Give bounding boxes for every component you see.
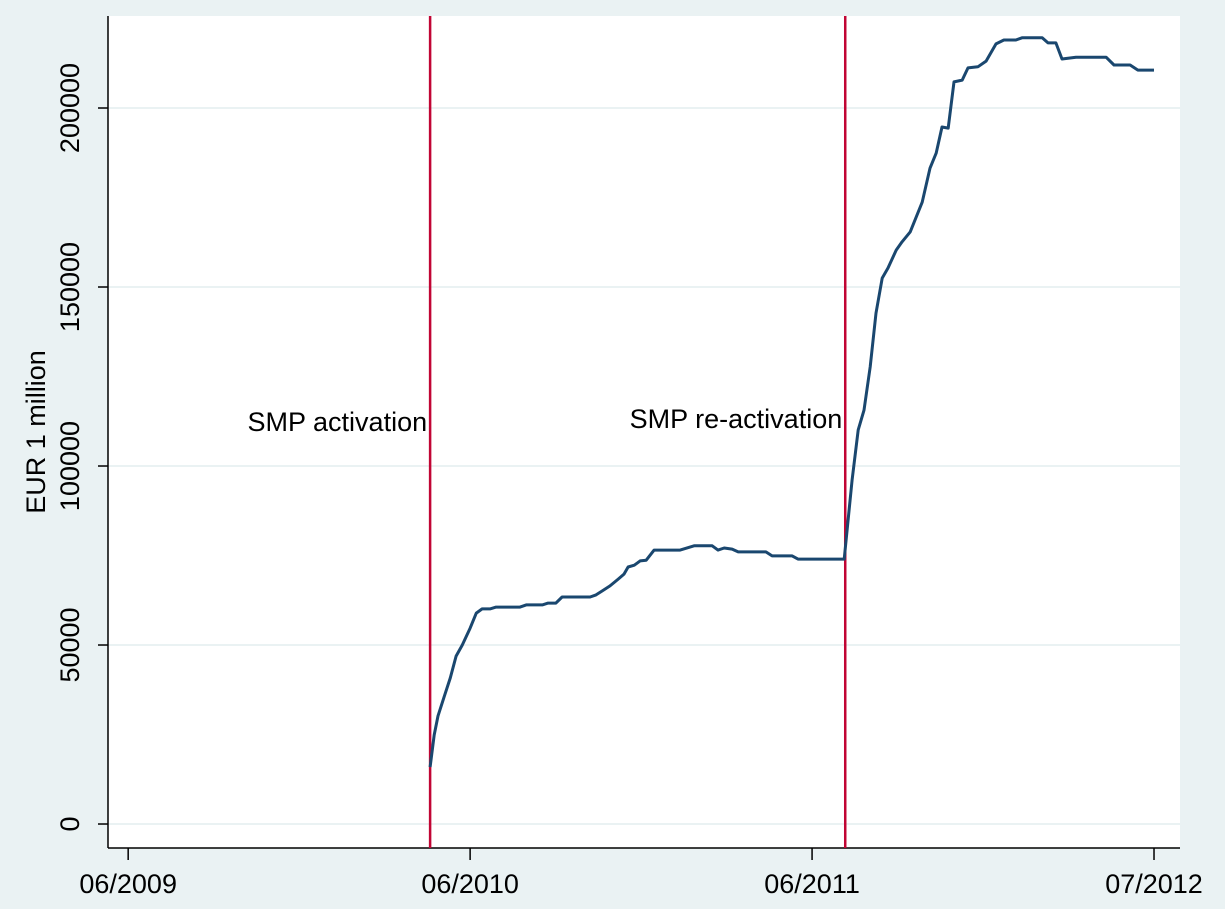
x-tick-label: 07/2012	[1105, 869, 1203, 899]
y-tick-label: 150000	[55, 242, 85, 332]
y-tick-label: 200000	[55, 63, 85, 153]
y-axis-title: EUR 1 million	[21, 350, 51, 514]
x-tick-label: 06/2010	[421, 869, 519, 899]
x-tick-label: 06/2009	[79, 869, 177, 899]
y-tick-label: 50000	[55, 607, 85, 682]
plot-area	[108, 16, 1180, 848]
y-tick-label: 100000	[55, 421, 85, 511]
y-tick-label: 0	[55, 816, 85, 831]
data-line	[428, 36, 1154, 768]
x-tick-label: 06/2011	[764, 869, 860, 899]
annotation: SMP activation	[248, 407, 428, 437]
annotation: SMP re-activation	[630, 404, 843, 434]
